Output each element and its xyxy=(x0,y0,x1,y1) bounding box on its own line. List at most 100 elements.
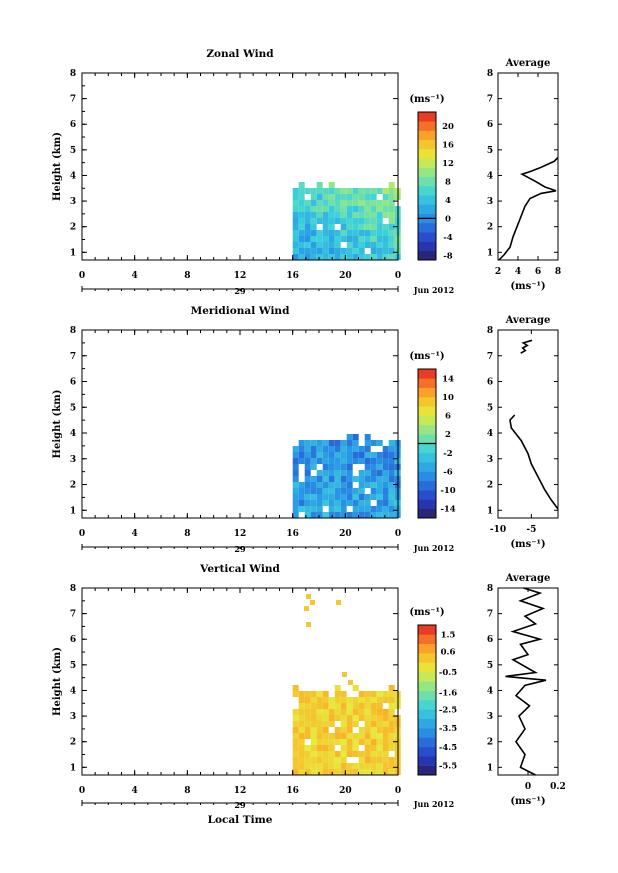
heatmap-cell xyxy=(292,224,299,230)
heatmap-cell xyxy=(292,745,299,751)
colorbar-tick-label: 6 xyxy=(445,412,451,422)
average-x-tick-label: -5 xyxy=(526,525,536,535)
average-profile-line xyxy=(520,339,533,354)
heatmap-cell xyxy=(352,236,359,242)
heatmap-cell xyxy=(358,212,365,218)
heatmap-cell xyxy=(316,739,323,745)
heatmap-cell xyxy=(304,458,311,464)
heatmap-cell xyxy=(346,218,353,224)
heatmap-cell xyxy=(304,691,311,697)
average-y-tick-label: 4 xyxy=(487,429,493,439)
heatmap-cell xyxy=(340,709,347,715)
heatmap-cell xyxy=(364,458,371,464)
heatmap-cell xyxy=(310,464,317,470)
heatmap-cell xyxy=(370,212,377,218)
heatmap-cell xyxy=(376,757,383,763)
x-tick-label: 0 xyxy=(79,271,85,281)
heatmap-cell xyxy=(382,206,389,212)
heatmap-cell xyxy=(346,727,353,733)
heatmap-cell xyxy=(388,703,395,709)
y-tick-label: 8 xyxy=(70,584,76,594)
x-tick-label: 4 xyxy=(132,786,138,796)
heatmap-cell xyxy=(382,194,389,200)
colorbar-segment xyxy=(418,490,436,500)
y-tick-label: 5 xyxy=(70,403,76,413)
colorbar-segment xyxy=(418,737,436,748)
heatmap-cell xyxy=(382,188,389,194)
heatmap-cell xyxy=(376,440,383,446)
heatmap-cell xyxy=(358,218,365,224)
colorbar-frame xyxy=(417,624,437,776)
heatmap-cell xyxy=(364,697,371,703)
heatmap-cell xyxy=(310,476,317,482)
heatmap-cell xyxy=(352,721,359,727)
heatmap-cell xyxy=(358,494,365,500)
heatmap-cell xyxy=(304,763,311,769)
heatmap-cell xyxy=(376,482,383,488)
heatmap-cell xyxy=(322,458,329,464)
heatmap-cell xyxy=(364,464,371,470)
heatmap-cell xyxy=(298,236,305,242)
heatmap-cell xyxy=(322,482,329,488)
heatmap-cell xyxy=(376,188,383,194)
heatmap-cell xyxy=(316,506,323,512)
colorbar-segment xyxy=(418,671,436,682)
heatmap-cell xyxy=(352,254,359,260)
heatmap-cell xyxy=(352,500,359,506)
heatmap-cell xyxy=(382,715,389,721)
heatmap-cell xyxy=(352,715,359,721)
heatmap-cell xyxy=(304,697,311,703)
heatmap-cell xyxy=(322,500,329,506)
heatmap-cell xyxy=(298,446,305,452)
heatmap-cell xyxy=(310,506,317,512)
average-profile-line xyxy=(505,587,547,776)
heatmap-cell xyxy=(340,236,347,242)
heatmap-cell xyxy=(358,242,365,248)
heatmap-cell xyxy=(304,254,311,260)
heatmap-cell xyxy=(370,218,377,224)
heatmap-cell xyxy=(298,757,305,763)
colorbar-tick-label: 10 xyxy=(442,393,454,403)
heatmap-cell xyxy=(382,691,389,697)
colorbar-segment xyxy=(418,112,436,122)
heatmap-cell xyxy=(388,194,395,200)
heatmap-cell xyxy=(388,224,395,230)
heatmap-cell xyxy=(352,242,359,248)
heatmap-cell xyxy=(388,727,395,733)
heatmap-cell xyxy=(310,500,317,506)
heatmap-cell xyxy=(310,757,317,763)
heatmap-cell xyxy=(370,200,377,206)
heatmap-cell xyxy=(364,715,371,721)
average-y-tick-label: 6 xyxy=(487,635,493,645)
heatmap-cell xyxy=(322,488,329,494)
heatmap-cell xyxy=(364,727,371,733)
x-tick-label: 16 xyxy=(286,529,299,539)
heatmap-cell xyxy=(316,458,323,464)
heatmap-cell xyxy=(298,452,305,458)
heatmap-cell xyxy=(292,482,299,488)
heatmap-cell xyxy=(328,230,335,236)
average-panel: Average 1 2 3 4 5 6 7 8 0 0.2 (ms⁻¹) xyxy=(487,573,566,807)
heatmap-cell xyxy=(370,452,377,458)
y-tick-label: 2 xyxy=(70,481,76,491)
heatmap-cell xyxy=(340,506,347,512)
heatmap-cell xyxy=(310,212,317,218)
heatmap-cell xyxy=(340,476,347,482)
heatmap-cell xyxy=(328,188,335,194)
colorbar-tick-label: 4 xyxy=(445,196,451,206)
heatmap-cell xyxy=(382,488,389,494)
heatmap-cell xyxy=(352,446,359,452)
average-y-tick-label: 6 xyxy=(487,378,493,388)
average-y-tick-label: 6 xyxy=(487,120,493,130)
heatmap-cell xyxy=(352,494,359,500)
heatmap-cell xyxy=(334,703,341,709)
heatmap-cell xyxy=(370,242,377,248)
heatmap-cell xyxy=(370,470,377,476)
heatmap-cell xyxy=(388,470,395,476)
heatmap-cell xyxy=(334,733,341,739)
heatmap-field xyxy=(292,594,401,775)
heatmap-cell xyxy=(304,464,311,470)
heatmap-cell xyxy=(376,512,383,518)
heatmap-cell xyxy=(388,697,395,703)
heatmap-cell xyxy=(364,709,371,715)
